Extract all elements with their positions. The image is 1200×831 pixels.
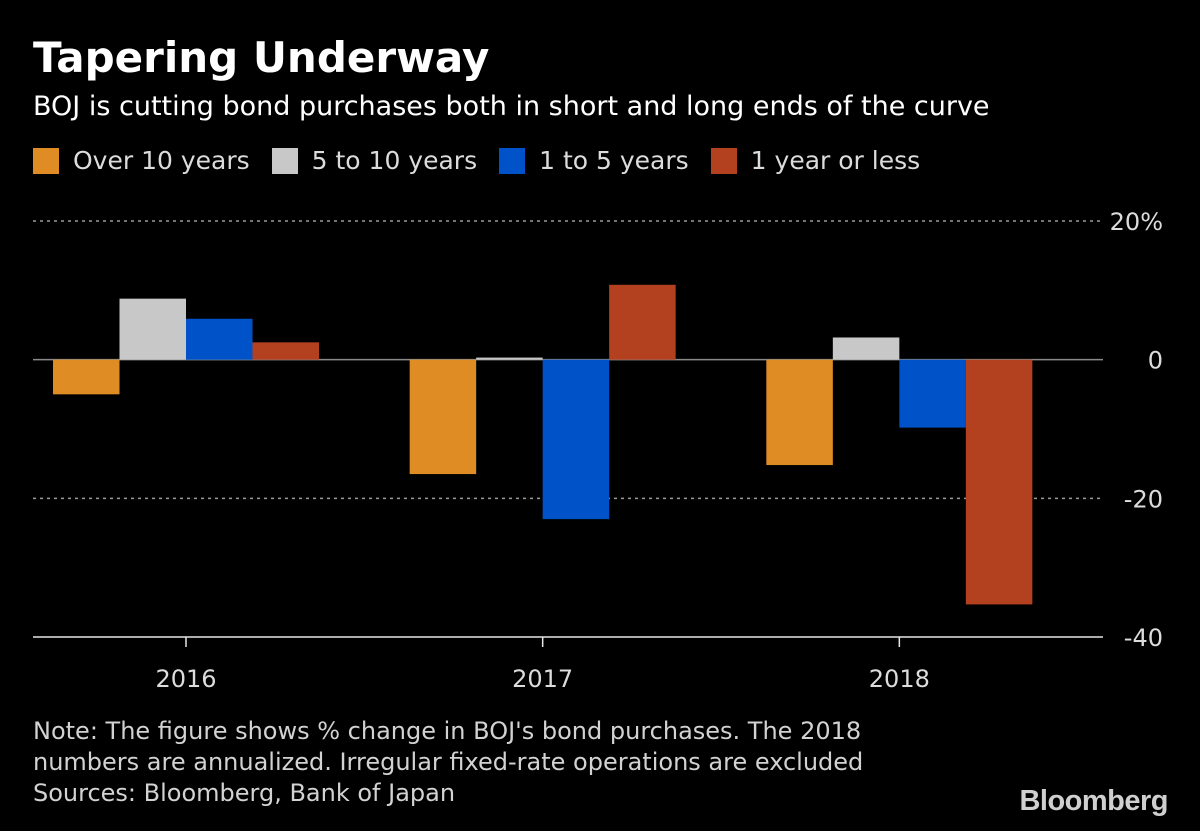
chart-subtitle: BOJ is cutting bond purchases both in sh… xyxy=(33,91,990,122)
bar-1-to-5-years-2017 xyxy=(542,359,610,520)
bar-chart: 20% 0 -20 -40 2016 2017 2018 xyxy=(33,208,1163,693)
x-tick-label-2016: 2016 xyxy=(155,665,216,693)
bar-5-to-10-years-2016 xyxy=(119,298,186,360)
legend-label-1-year-or-less: 1 year or less xyxy=(750,146,921,175)
y-tick-label: -20 xyxy=(1124,485,1163,513)
chart-notes: Note: The figure shows % change in BOJ's… xyxy=(33,716,863,809)
bar-over-10-years-2018 xyxy=(766,359,833,466)
legend: Over 10 years 5 to 10 years 1 to 5 years… xyxy=(33,142,942,180)
bar-1-to-5-years-2018 xyxy=(899,359,966,428)
x-tick-label-2018: 2018 xyxy=(869,665,930,693)
y-tick-label: 0 xyxy=(1148,347,1163,375)
legend-swatch-over-10-years xyxy=(33,148,59,174)
legend-item-5-to-10-years: 5 to 10 years xyxy=(271,142,478,180)
bar-over-10-years-2016 xyxy=(53,359,120,395)
legend-swatch-5-to-10-years xyxy=(271,148,298,174)
x-tick-label-2017: 2017 xyxy=(512,665,573,693)
sources-line: Sources: Bloomberg, Bank of Japan xyxy=(33,779,456,807)
legend-label-over-10-years: Over 10 years xyxy=(73,146,250,175)
legend-label-1-to-5-years: 1 to 5 years xyxy=(539,146,689,175)
bar-1-to-5-years-2016 xyxy=(186,318,253,360)
bar-1-year-or-less-2017 xyxy=(609,284,676,360)
legend-item-1-year-or-less: 1 year or less xyxy=(710,142,921,180)
legend-swatch-1-year-or-less xyxy=(710,148,737,174)
bar-5-to-10-years-2017 xyxy=(476,357,543,360)
bar-1-year-or-less-2016 xyxy=(252,342,319,360)
legend-item-1-to-5-years: 1 to 5 years xyxy=(499,142,689,180)
bloomberg-logo: Bloomberg xyxy=(1019,785,1168,817)
legend-swatch-1-to-5-years xyxy=(499,148,526,174)
legend-item-over-10-years: Over 10 years xyxy=(33,142,250,180)
note-line-1: Note: The figure shows % change in BOJ's… xyxy=(33,717,862,745)
legend-label-5-to-10-years: 5 to 10 years xyxy=(311,146,478,175)
bar-5-to-10-years-2018 xyxy=(832,337,900,360)
note-line-2: numbers are annualized. Irregular fixed-… xyxy=(33,748,864,776)
y-tick-label: -40 xyxy=(1124,624,1163,652)
bar-over-10-years-2017 xyxy=(409,359,477,475)
y-tick-label: 20% xyxy=(1110,208,1163,236)
bar-1-year-or-less-2018 xyxy=(965,359,1033,605)
chart-title: Tapering Underway xyxy=(33,33,490,82)
